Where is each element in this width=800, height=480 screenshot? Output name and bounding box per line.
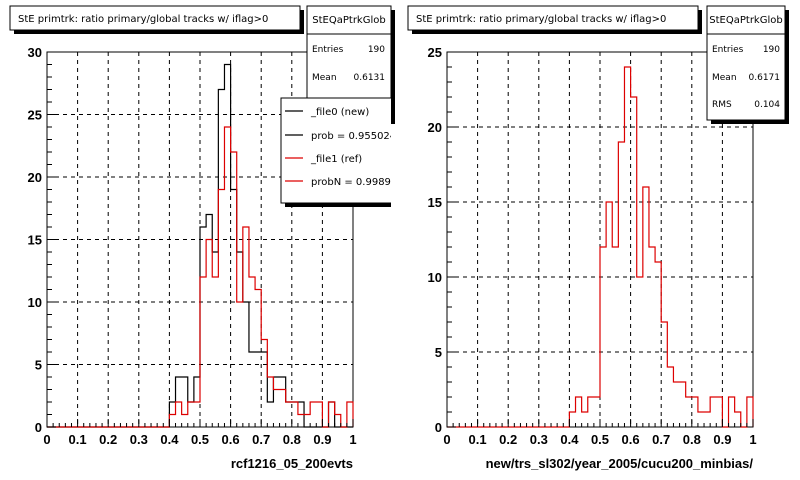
y-tick-label: 25 <box>28 108 42 123</box>
y-tick-label: 5 <box>435 345 442 360</box>
y-tick-label: 10 <box>428 270 442 285</box>
y-tick-label: 15 <box>428 195 442 210</box>
right-stats-label-entries: Entries <box>712 45 744 55</box>
x-tick-label: 0.7 <box>252 432 270 447</box>
left-stats-label-mean: Mean <box>312 73 337 83</box>
x-tick-label: 0.2 <box>99 432 117 447</box>
right-histogram-series-0 <box>447 66 754 428</box>
x-tick-label: 0.8 <box>683 432 701 447</box>
x-tick-label: 0.3 <box>530 432 548 447</box>
x-tick-label: 1 <box>749 432 756 447</box>
x-tick-label: 0.2 <box>499 432 517 447</box>
x-tick-label: 0.1 <box>69 432 87 447</box>
right-x-ticks: 0 0.1 0.2 0.3 0.4 0.5 0.6 0.7 0.8 0.9 1 <box>443 419 757 447</box>
right-stats-name: StEQaPtrkGlob <box>709 15 782 26</box>
y-tick-label: 10 <box>28 295 42 310</box>
left-title-box <box>9 5 301 31</box>
x-tick-label: 0.9 <box>713 432 731 447</box>
left-title: StE primtrk: ratio primary/global tracks… <box>18 14 268 25</box>
x-tick-label: 1 <box>349 432 356 447</box>
right-panel: StE primtrk: ratio primary/global tracks… <box>407 5 789 471</box>
left-x-ticks: 0 0.1 0.2 0.3 0.4 0.5 0.6 0.7 0.8 0.9 1 <box>43 419 357 447</box>
left-stats-value-entries: 190 <box>368 45 385 55</box>
right-title-box <box>407 5 699 31</box>
left-stats-value-mean: 0.6131 <box>354 73 386 83</box>
x-tick-label: 0.5 <box>591 432 609 447</box>
right-stats-box <box>706 5 786 121</box>
left-stats-name: StEQaPtrkGlob <box>312 15 385 26</box>
right-x-title: new/trs_sl302/year_2005/cucu200_minbias/ <box>486 456 754 471</box>
left-y-ticks: 0 5 10 15 20 25 30 <box>28 45 56 435</box>
legend-label-ref: _file1 (ref) <box>310 154 362 165</box>
x-tick-label: 0.3 <box>130 432 148 447</box>
x-tick-label: 0.6 <box>622 432 640 447</box>
x-tick-label: 0.9 <box>313 432 331 447</box>
right-title: StE primtrk: ratio primary/global tracks… <box>416 14 666 25</box>
x-tick-label: 0.7 <box>652 432 670 447</box>
y-tick-label: 15 <box>28 233 42 248</box>
right-grid <box>447 52 753 427</box>
y-tick-label: 30 <box>28 45 42 60</box>
x-tick-label: 0 <box>443 432 450 447</box>
y-tick-label: 0 <box>435 420 442 435</box>
x-tick-label: 0.1 <box>469 432 487 447</box>
left-histogram-series-1 <box>47 126 354 428</box>
y-tick-label: 5 <box>35 358 42 373</box>
x-tick-label: 0.8 <box>283 432 301 447</box>
y-tick-label: 20 <box>28 170 42 185</box>
right-stats-label-mean: Mean <box>712 73 737 83</box>
right-stats-label-rms: RMS <box>712 100 732 110</box>
left-series <box>47 63 354 428</box>
x-tick-label: 0.4 <box>560 432 579 447</box>
right-stats-value-entries: 190 <box>763 45 780 55</box>
left-panel: StE primtrk: ratio primary/global tracks… <box>9 5 404 471</box>
x-tick-label: 0.4 <box>160 432 179 447</box>
legend-label-new: _file0 (new) <box>310 107 369 118</box>
x-tick-label: 0.5 <box>191 432 209 447</box>
left-stats-label-entries: Entries <box>312 45 344 55</box>
right-y-ticks: 0 5 10 15 20 25 <box>428 45 456 435</box>
right-stats-value-mean: 0.6171 <box>749 73 781 83</box>
right-series <box>447 66 754 428</box>
y-tick-label: 20 <box>428 120 442 135</box>
left-x-title: rcf1216_05_200evts <box>231 456 353 471</box>
x-tick-label: 0.6 <box>222 432 240 447</box>
legend-label-probN: probN = 0.998979 <box>311 177 404 188</box>
right-stats-value-rms: 0.104 <box>754 100 780 110</box>
x-tick-label: 0 <box>43 432 50 447</box>
left-legend: _file0 (new) prob = 0.955024 _file1 (ref… <box>280 97 404 207</box>
legend-label-prob: prob = 0.955024 <box>311 131 396 142</box>
y-tick-label: 25 <box>428 45 442 60</box>
y-tick-label: 0 <box>35 420 42 435</box>
